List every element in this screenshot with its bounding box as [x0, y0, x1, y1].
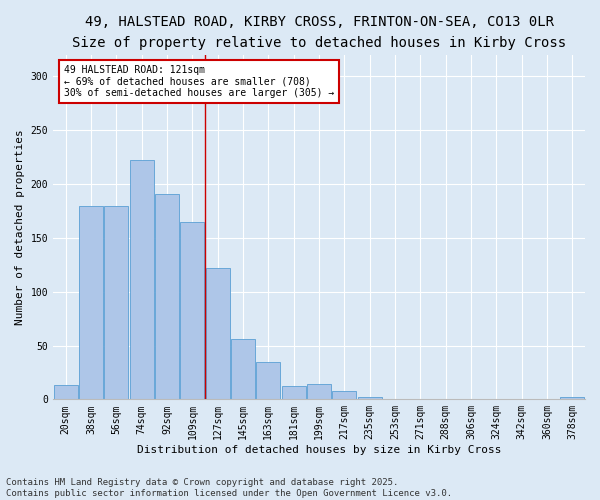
Bar: [256, 362, 280, 400]
Bar: [181, 222, 205, 400]
Bar: [206, 268, 230, 400]
X-axis label: Distribution of detached houses by size in Kirby Cross: Distribution of detached houses by size …: [137, 445, 501, 455]
Bar: [104, 206, 128, 400]
Bar: [307, 384, 331, 400]
Y-axis label: Number of detached properties: Number of detached properties: [15, 130, 25, 325]
Bar: [332, 390, 356, 400]
Bar: [560, 397, 584, 400]
Title: 49, HALSTEAD ROAD, KIRBY CROSS, FRINTON-ON-SEA, CO13 0LR
Size of property relati: 49, HALSTEAD ROAD, KIRBY CROSS, FRINTON-…: [72, 15, 566, 50]
Bar: [53, 386, 78, 400]
Bar: [358, 397, 382, 400]
Text: 49 HALSTEAD ROAD: 121sqm
← 69% of detached houses are smaller (708)
30% of semi-: 49 HALSTEAD ROAD: 121sqm ← 69% of detach…: [64, 66, 334, 98]
Bar: [155, 194, 179, 400]
Text: Contains HM Land Registry data © Crown copyright and database right 2025.
Contai: Contains HM Land Registry data © Crown c…: [6, 478, 452, 498]
Bar: [79, 206, 103, 400]
Bar: [231, 339, 255, 400]
Bar: [130, 160, 154, 400]
Bar: [281, 386, 306, 400]
